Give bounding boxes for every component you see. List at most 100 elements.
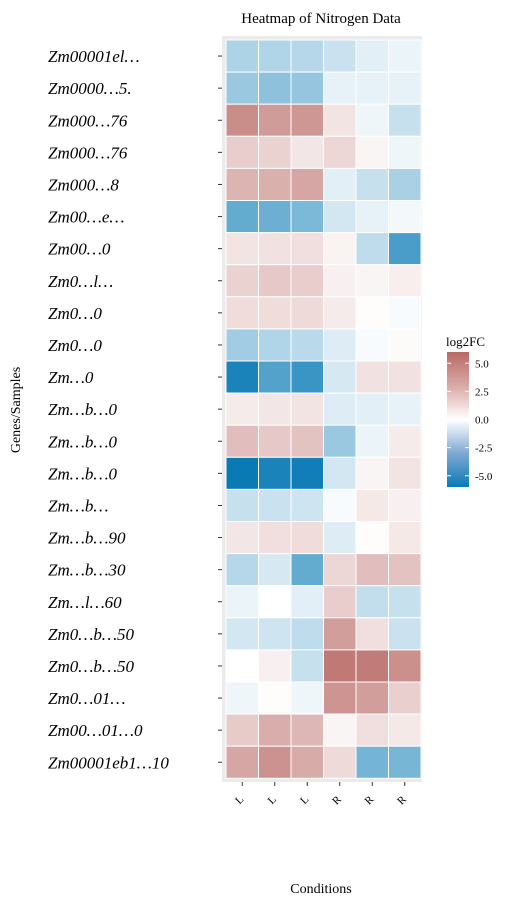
column-label: R bbox=[363, 793, 377, 807]
heatmap-cell-r1-c2 bbox=[290, 71, 324, 105]
heatmap-cell-r0-c4 bbox=[355, 39, 389, 73]
heatmap-cell-r12-c5 bbox=[388, 424, 422, 458]
heatmap-cell-r4-c1 bbox=[258, 167, 292, 201]
heatmap-cell-r5-c3 bbox=[323, 200, 357, 234]
heatmap-cell-r7-c1 bbox=[258, 264, 292, 298]
heatmap-cell-r10-c4 bbox=[355, 360, 389, 394]
legend-tick-label: 0.0 bbox=[475, 415, 489, 427]
column-label: R bbox=[330, 793, 344, 807]
heatmap-cell-r7-c3 bbox=[323, 264, 357, 298]
heatmap-cell-r12-c1 bbox=[258, 424, 292, 458]
heatmap-cells bbox=[225, 39, 422, 779]
heatmap-cell-r16-c5 bbox=[388, 553, 422, 587]
heatmap-cell-r1-c0 bbox=[225, 71, 259, 105]
row-label: Zm…b…30 bbox=[48, 561, 126, 580]
heatmap-cell-r9-c5 bbox=[388, 328, 422, 362]
heatmap-cell-r15-c4 bbox=[355, 521, 389, 555]
heatmap-cell-r7-c4 bbox=[355, 264, 389, 298]
heatmap-cell-r8-c3 bbox=[323, 296, 357, 330]
row-label: Zm…b… bbox=[48, 496, 108, 515]
heatmap-cell-r19-c2 bbox=[290, 649, 324, 683]
legend-ticks: 5.0 2.5 0.0 -2.5 -5.0 bbox=[447, 358, 493, 483]
heatmap-cell-r2-c0 bbox=[225, 103, 259, 137]
heatmap-cell-r13-c2 bbox=[290, 456, 324, 490]
heatmap-cell-r6-c2 bbox=[290, 232, 324, 266]
heatmap-cell-r18-c0 bbox=[225, 617, 259, 651]
heatmap-cell-r18-c4 bbox=[355, 617, 389, 651]
heatmap-cell-r2-c2 bbox=[290, 103, 324, 137]
heatmap-cell-r15-c3 bbox=[323, 521, 357, 555]
heatmap-cell-r4-c5 bbox=[388, 167, 422, 201]
row-label: Zm…l…60 bbox=[48, 593, 122, 612]
heatmap-cell-r19-c0 bbox=[225, 649, 259, 683]
heatmap-cell-r3-c3 bbox=[323, 135, 357, 169]
heatmap-cell-r11-c0 bbox=[225, 392, 259, 426]
heatmap-cell-r4-c3 bbox=[323, 167, 357, 201]
row-label: Zm…b…0 bbox=[48, 464, 117, 483]
heatmap-cell-r17-c3 bbox=[323, 585, 357, 619]
row-label: Zm0000…5. bbox=[48, 79, 132, 98]
x-axis-title: Conditions bbox=[290, 882, 351, 897]
row-label: Zm0…0 bbox=[48, 304, 102, 323]
row-label: Zm000…8 bbox=[48, 175, 119, 194]
heatmap-cell-r18-c2 bbox=[290, 617, 324, 651]
row-label: Zm000…76 bbox=[48, 111, 128, 130]
heatmap-cell-r8-c2 bbox=[290, 296, 324, 330]
heatmap-cell-r19-c4 bbox=[355, 649, 389, 683]
heatmap-cell-r0-c5 bbox=[388, 39, 422, 73]
heatmap-cell-r21-c2 bbox=[290, 713, 324, 747]
heatmap-cell-r14-c1 bbox=[258, 488, 292, 522]
heatmap-cell-r10-c0 bbox=[225, 360, 259, 394]
heatmap-cell-r2-c5 bbox=[388, 103, 422, 137]
heatmap-cell-r5-c5 bbox=[388, 200, 422, 234]
heatmap-cell-r0-c3 bbox=[323, 39, 357, 73]
heatmap-cell-r6-c0 bbox=[225, 232, 259, 266]
heatmap-cell-r21-c1 bbox=[258, 713, 292, 747]
heatmap-cell-r22-c1 bbox=[258, 745, 292, 779]
row-label: Zm…b…90 bbox=[48, 529, 126, 548]
heatmap-cell-r21-c3 bbox=[323, 713, 357, 747]
heatmap-cell-r6-c4 bbox=[355, 232, 389, 266]
heatmap-cell-r2-c1 bbox=[258, 103, 292, 137]
heatmap-cell-r14-c3 bbox=[323, 488, 357, 522]
heatmap-cell-r15-c5 bbox=[388, 521, 422, 555]
legend-tick-label: 5.0 bbox=[475, 358, 489, 370]
heatmap-cell-r22-c3 bbox=[323, 745, 357, 779]
heatmap-cell-r4-c0 bbox=[225, 167, 259, 201]
heatmap-cell-r5-c1 bbox=[258, 200, 292, 234]
heatmap-cell-r7-c2 bbox=[290, 264, 324, 298]
row-labels: Zm00001el… Zm0000…5. Zm000…76 Zm000…76 Zm000… bbox=[48, 47, 222, 772]
heatmap-cell-r12-c3 bbox=[323, 424, 357, 458]
heatmap-cell-r20-c3 bbox=[323, 681, 357, 715]
row-label: Zm0…l… bbox=[48, 272, 113, 291]
row-label: Zm0…01… bbox=[48, 689, 125, 708]
heatmap-cell-r10-c1 bbox=[258, 360, 292, 394]
column-label: L bbox=[233, 793, 246, 806]
row-label: Zm…b…0 bbox=[48, 400, 117, 419]
heatmap-cell-r9-c1 bbox=[258, 328, 292, 362]
heatmap-cell-r21-c0 bbox=[225, 713, 259, 747]
row-label: Zm00001el… bbox=[48, 47, 140, 66]
heatmap-cell-r11-c2 bbox=[290, 392, 324, 426]
heatmap-cell-r15-c0 bbox=[225, 521, 259, 555]
heatmap-cell-r10-c2 bbox=[290, 360, 324, 394]
heatmap-cell-r16-c1 bbox=[258, 553, 292, 587]
heatmap-cell-r3-c1 bbox=[258, 135, 292, 169]
heatmap-cell-r18-c1 bbox=[258, 617, 292, 651]
column-label: R bbox=[395, 793, 409, 807]
heatmap-cell-r5-c4 bbox=[355, 200, 389, 234]
heatmap-cell-r1-c1 bbox=[258, 71, 292, 105]
heatmap-cell-r22-c2 bbox=[290, 745, 324, 779]
heatmap-cell-r20-c5 bbox=[388, 681, 422, 715]
heatmap-cell-r13-c4 bbox=[355, 456, 389, 490]
heatmap-cell-r18-c3 bbox=[323, 617, 357, 651]
heatmap-cell-r21-c4 bbox=[355, 713, 389, 747]
heatmap-cell-r6-c5 bbox=[388, 232, 422, 266]
heatmap-cell-r17-c2 bbox=[290, 585, 324, 619]
heatmap-cell-r19-c3 bbox=[323, 649, 357, 683]
heatmap-cell-r22-c0 bbox=[225, 745, 259, 779]
heatmap-cell-r11-c3 bbox=[323, 392, 357, 426]
heatmap-cell-r17-c5 bbox=[388, 585, 422, 619]
